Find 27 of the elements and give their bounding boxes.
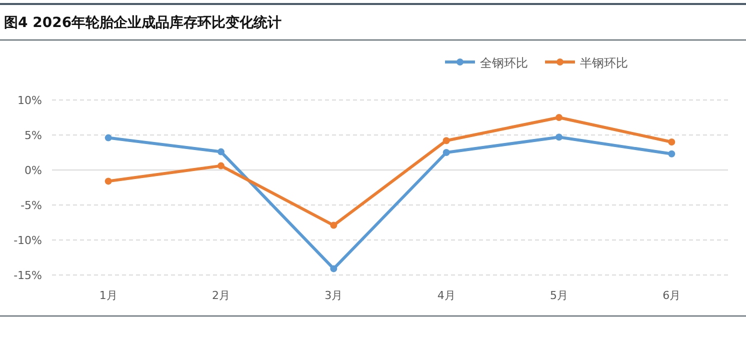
y-tick-label: -10% (14, 234, 42, 247)
y-tick-label: 0% (24, 164, 42, 177)
y-tick-label: -5% (20, 199, 42, 212)
legend-label: 半钢环比 (580, 56, 628, 70)
x-tick-label: 1月 (99, 289, 118, 302)
x-tick-label: 6月 (662, 289, 681, 302)
y-tick-label: 5% (24, 129, 42, 142)
x-tick-label: 3月 (324, 289, 343, 302)
point (218, 162, 224, 170)
legend-label: 全钢环比 (480, 56, 528, 70)
point (668, 150, 676, 158)
point (330, 222, 338, 229)
y-tick-label: 10% (18, 94, 42, 107)
point (218, 148, 224, 156)
point (104, 134, 112, 142)
y-tick-label: -15% (14, 269, 42, 282)
point (668, 138, 676, 146)
point (104, 178, 112, 185)
x-tick-label: 2月 (212, 289, 230, 302)
chart-title: 图4 2026年轮胎企业成品库存环比变化统计 (4, 14, 282, 31)
point (556, 134, 562, 141)
x-tick-label: 5月 (550, 289, 568, 302)
point (442, 149, 450, 156)
point (556, 114, 562, 121)
point (442, 137, 450, 144)
point (330, 265, 338, 272)
x-tick-label: 4月 (437, 289, 456, 302)
